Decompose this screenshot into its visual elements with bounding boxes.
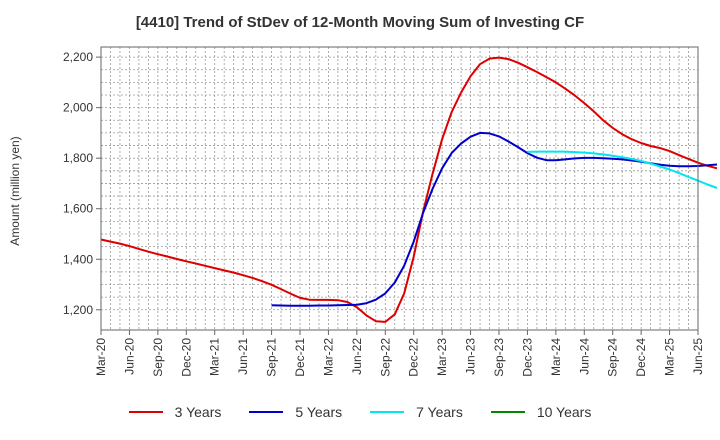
y-axis-ticks: 1,200 1,400 1,600 1,800 2,000 2,200 bbox=[63, 50, 101, 317]
x-tick-label: Dec-21 bbox=[293, 338, 307, 377]
x-tick-label: Dec-23 bbox=[520, 338, 534, 377]
x-axis-ticks: Mar-20 Jun-20 Sep-20 Dec-20 Mar-21 Jun-21 Sep-… bbox=[94, 330, 705, 377]
legend-swatch-3-years bbox=[128, 411, 163, 413]
series-line-7-years bbox=[527, 150, 718, 189]
series-line-5-years bbox=[271, 131, 718, 307]
legend-swatch-7-years bbox=[370, 411, 405, 413]
y-axis-label: Amount (million yen) bbox=[8, 136, 22, 245]
x-tick-label: Sep-21 bbox=[265, 338, 279, 377]
x-tick-label: Dec-20 bbox=[179, 338, 193, 377]
plot-frame bbox=[100, 46, 699, 331]
legend-swatch-5-years bbox=[249, 411, 284, 413]
y-tick-label: 1,400 bbox=[63, 252, 93, 266]
x-tick-label: Mar-21 bbox=[208, 338, 222, 376]
y-tick-label: 2,000 bbox=[63, 101, 93, 115]
x-tick-label: Jun-23 bbox=[464, 338, 478, 375]
x-tick-label: Jun-25 bbox=[691, 338, 705, 375]
y-tick-label: 1,200 bbox=[63, 303, 93, 317]
x-tick-label: Jun-24 bbox=[577, 338, 591, 375]
legend: 3 Years 5 Years 7 Years 10 Years bbox=[0, 404, 720, 420]
legend-item-10-years: 10 Years bbox=[490, 404, 592, 420]
grid-lines bbox=[101, 47, 698, 330]
x-tick-label: Sep-22 bbox=[378, 338, 392, 377]
legend-label-5-years: 5 Years bbox=[295, 404, 343, 420]
y-tick-label: 1,600 bbox=[63, 202, 93, 216]
x-tick-label: Mar-25 bbox=[663, 338, 677, 376]
x-tick-label: Sep-23 bbox=[492, 338, 506, 377]
series-lines bbox=[100, 56, 718, 323]
x-tick-label: Dec-24 bbox=[634, 338, 648, 377]
legend-label-10-years: 10 Years bbox=[536, 404, 592, 420]
x-tick-label: Mar-24 bbox=[549, 338, 563, 376]
legend-item-5-years: 5 Years bbox=[249, 404, 342, 420]
x-tick-label: Jun-21 bbox=[236, 338, 250, 375]
series-line-3-years bbox=[100, 56, 718, 323]
chart-title: [4410] Trend of StDev of 12-Month Moving… bbox=[135, 14, 585, 31]
legend-label-7-years: 7 Years bbox=[416, 404, 463, 420]
y-tick-label: 1,800 bbox=[63, 151, 93, 165]
x-tick-label: Sep-24 bbox=[606, 338, 620, 377]
legend-item-3-years: 3 Years bbox=[128, 404, 222, 420]
legend-label-3-years: 3 Years bbox=[174, 404, 222, 420]
x-tick-label: Mar-23 bbox=[435, 338, 449, 376]
legend-item-7-years: 7 Years bbox=[370, 404, 463, 420]
x-tick-label: Sep-20 bbox=[151, 338, 165, 377]
x-tick-label: Jun-22 bbox=[350, 338, 364, 375]
x-tick-label: Jun-20 bbox=[122, 338, 136, 375]
legend-swatch-10-years bbox=[490, 411, 525, 413]
y-tick-label: 2,200 bbox=[63, 50, 93, 64]
x-tick-label: Dec-22 bbox=[407, 338, 421, 377]
x-tick-label: Mar-20 bbox=[94, 338, 108, 376]
x-tick-label: Mar-22 bbox=[321, 338, 335, 376]
